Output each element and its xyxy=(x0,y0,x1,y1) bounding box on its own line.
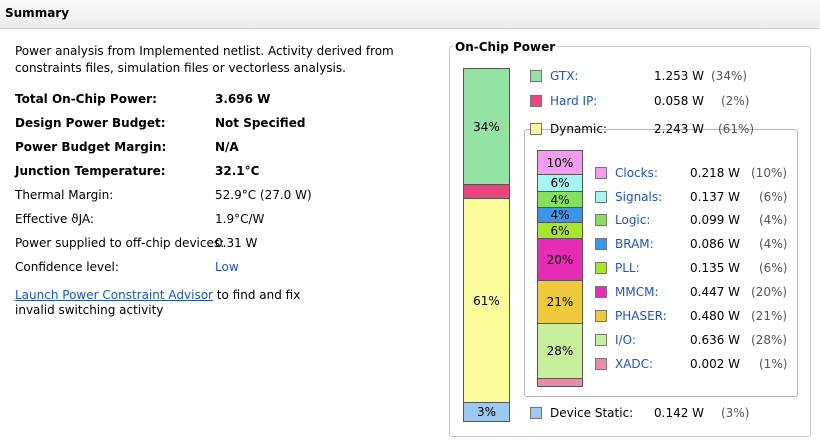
xadc-swatch xyxy=(595,358,607,370)
summary-header: Summary xyxy=(0,0,820,29)
summary-row-value: 1.9°C/W xyxy=(215,212,265,226)
clocks-swatch xyxy=(595,167,607,179)
dynamic-bar-segment-7: 21% xyxy=(537,280,583,324)
gtx-percent: (34%) xyxy=(711,69,748,83)
logic-percent: (4%) xyxy=(759,213,788,227)
dynamic-label: Dynamic: xyxy=(550,122,607,136)
advisor-text: Launch Power Constraint Advisor to find … xyxy=(15,288,315,318)
gtx-swatch xyxy=(530,70,542,82)
dynamic-swatch xyxy=(530,123,542,135)
on-chip-power-title: On-Chip Power xyxy=(453,40,558,54)
summary-row-label: Total On-Chip Power: xyxy=(15,92,157,106)
phaser-percent: (21%) xyxy=(751,309,788,323)
confidence-level-link[interactable]: Low xyxy=(215,260,239,274)
summary-row-value: Not Specified xyxy=(215,116,306,130)
device-static-watts: 0.142 W xyxy=(654,406,705,420)
summary-row-value: 3.696 W xyxy=(215,92,271,106)
dynamic-breakdown-box xyxy=(524,129,798,397)
summary-row-value: 0.31 W xyxy=(215,236,258,250)
main-bar-segment-4: 3% xyxy=(463,402,510,422)
dynamic-percent: (61%) xyxy=(718,122,755,136)
signals-label-link[interactable]: Signals: xyxy=(615,190,663,204)
pll-label-link[interactable]: PLL: xyxy=(615,261,640,275)
dynamic-watts: 2.243 W xyxy=(654,122,705,136)
device-static-label: Device Static: xyxy=(550,406,634,420)
main-bar-segment-2 xyxy=(463,184,510,199)
gtx-watts: 1.253 W xyxy=(654,69,705,83)
i-o-swatch xyxy=(595,334,607,346)
hard-ip-percent: (2%) xyxy=(721,94,750,108)
dynamic-bar-segment-2: 6% xyxy=(537,174,583,192)
signals-percent: (6%) xyxy=(759,190,788,204)
main-bar-segment-3: 61% xyxy=(463,198,510,403)
clocks-watts: 0.218 W xyxy=(690,166,741,180)
summary-row-label: Design Power Budget: xyxy=(15,116,166,130)
bram-percent: (4%) xyxy=(759,237,788,251)
mmcm-watts: 0.447 W xyxy=(690,285,741,299)
phaser-swatch xyxy=(595,310,607,322)
clocks-percent: (10%) xyxy=(751,166,788,180)
logic-swatch xyxy=(595,214,607,226)
summary-row-value: 32.1°C xyxy=(215,164,260,178)
dynamic-bar-segment-6: 20% xyxy=(537,238,583,281)
phaser-watts: 0.480 W xyxy=(690,309,741,323)
logic-label-link[interactable]: Logic: xyxy=(615,213,651,227)
hard-ip-swatch xyxy=(530,95,542,107)
on-chip-power-panel xyxy=(449,46,811,437)
signals-swatch xyxy=(595,191,607,203)
summary-row-label: Thermal Margin: xyxy=(15,188,114,202)
i-o-label-link[interactable]: I/O: xyxy=(615,333,636,347)
xadc-percent: (1%) xyxy=(759,357,788,371)
device-static-swatch xyxy=(530,407,542,419)
bram-swatch xyxy=(595,238,607,250)
power-analysis-description: Power analysis from Implemented netlist.… xyxy=(15,44,394,75)
summary-row-label: Power Budget Margin: xyxy=(15,140,167,154)
bram-label-link[interactable]: BRAM: xyxy=(615,237,654,251)
mmcm-label-link[interactable]: MMCM: xyxy=(615,285,659,299)
summary-row-label: Junction Temperature: xyxy=(15,164,166,178)
dynamic-bar-segment-8: 28% xyxy=(537,323,583,379)
device-static-percent: (3%) xyxy=(721,406,750,420)
signals-watts: 0.137 W xyxy=(690,190,741,204)
summary-row-label: Power supplied to off-chip devices: xyxy=(15,236,225,250)
hard-ip-label-link[interactable]: Hard IP: xyxy=(550,94,598,108)
xadc-label-link[interactable]: XADC: xyxy=(615,357,654,371)
summary-row-label: Effective ϑJA: xyxy=(15,212,94,226)
dynamic-bar-segment-3: 4% xyxy=(537,191,583,208)
summary-row-label: Confidence level: xyxy=(15,260,119,274)
pll-percent: (6%) xyxy=(759,261,788,275)
dynamic-bar-segment-4: 4% xyxy=(537,207,583,223)
i-o-percent: (28%) xyxy=(751,333,788,347)
summary-row-value: N/A xyxy=(215,140,239,154)
pll-swatch xyxy=(595,262,607,274)
mmcm-swatch xyxy=(595,286,607,298)
mmcm-percent: (20%) xyxy=(751,285,788,299)
phaser-label-link[interactable]: PHASER: xyxy=(615,309,667,323)
bram-watts: 0.086 W xyxy=(690,237,741,251)
xadc-watts: 0.002 W xyxy=(690,357,741,371)
clocks-label-link[interactable]: Clocks: xyxy=(615,166,658,180)
logic-watts: 0.099 W xyxy=(690,213,741,227)
dynamic-bar-segment-1: 10% xyxy=(537,150,583,175)
dynamic-bar-segment-9 xyxy=(537,378,583,387)
gtx-label-link[interactable]: GTX: xyxy=(550,69,579,83)
main-bar-segment-1: 34% xyxy=(463,68,510,185)
dynamic-bar-segment-5: 6% xyxy=(537,222,583,239)
launch-power-constraint-advisor-link[interactable]: Launch Power Constraint Advisor xyxy=(15,288,213,302)
summary-row-value: 52.9°C (27.0 W) xyxy=(215,188,312,202)
pll-watts: 0.135 W xyxy=(690,261,741,275)
hard-ip-watts: 0.058 W xyxy=(654,94,705,108)
summary-title: Summary xyxy=(5,6,70,20)
advisor-suffix: to find and fix invalid switching activi… xyxy=(15,288,301,317)
i-o-watts: 0.636 W xyxy=(690,333,741,347)
